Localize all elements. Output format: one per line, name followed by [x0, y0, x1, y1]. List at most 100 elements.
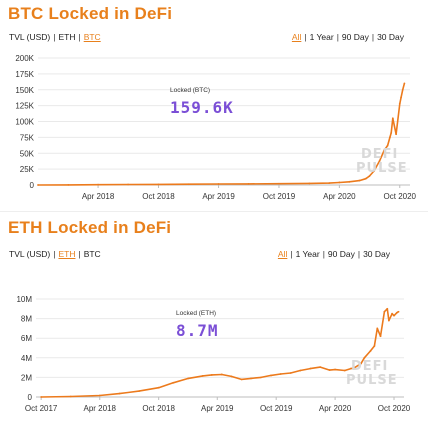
data-point	[69, 395, 72, 398]
range-tabs: All | 1 Year | 90 Day | 30 Day	[277, 249, 390, 259]
data-point	[328, 182, 331, 184]
unit-tabs: TVL (USD) | ETH | BTC	[9, 32, 101, 42]
data-point	[383, 149, 386, 151]
x-tick-label: Oct 2019	[263, 192, 296, 201]
data-point	[187, 377, 190, 380]
data-point	[98, 394, 101, 397]
y-tick-label: 8M	[21, 315, 32, 324]
x-tick-label: Oct 2018	[142, 192, 175, 201]
range-tabs: All | 1 Year | 90 Day | 30 Day	[291, 32, 404, 42]
data-point	[343, 369, 346, 372]
x-tick-label: Apr 2020	[319, 404, 352, 413]
data-point	[403, 82, 406, 85]
chart-title: ETH Locked in DeFi	[8, 218, 172, 237]
locked-readout: Locked (BTC) 159.6K	[170, 87, 234, 117]
data-point	[368, 175, 371, 178]
data-point	[67, 183, 70, 186]
x-tick-label: Oct 2020	[378, 404, 411, 413]
defi-pulse-watermark: DEFI PULSE	[346, 359, 398, 388]
data-point	[278, 182, 280, 185]
y-tick-label: 25K	[20, 165, 35, 174]
y-tick-label: 6M	[21, 334, 32, 343]
tab-tvl-usd[interactable]: TVL (USD)	[9, 249, 51, 259]
data-point	[217, 183, 220, 185]
data-point	[400, 96, 402, 99]
data-point	[138, 390, 140, 393]
data-point	[240, 378, 243, 381]
tab-eth[interactable]: ETH	[58, 249, 76, 259]
tab-range-1-year[interactable]: 1 Year	[295, 249, 320, 259]
data-point	[390, 132, 393, 134]
data-point	[376, 327, 379, 330]
series-line	[41, 308, 399, 398]
data-point	[378, 159, 381, 162]
data-point	[270, 374, 272, 377]
data-point	[386, 144, 389, 147]
y-tick-label: 0	[30, 181, 35, 190]
data-point	[157, 386, 160, 389]
data-point	[210, 374, 213, 376]
data-point	[398, 102, 401, 105]
data-point	[157, 183, 160, 186]
tab-btc[interactable]: BTC	[83, 249, 101, 259]
data-point	[387, 319, 390, 322]
data-point	[393, 314, 395, 317]
data-point	[247, 182, 250, 185]
data-point	[391, 117, 394, 120]
y-tick-label: 2M	[21, 373, 32, 382]
tab-range-30-day[interactable]: 30 Day	[377, 32, 404, 42]
tab-btc[interactable]: BTC	[83, 32, 101, 42]
tab-range-90-day[interactable]: 90 Day	[327, 249, 355, 259]
readout-value: 8.7M	[176, 321, 219, 340]
unit-tabs: TVL (USD) | ETH | BTC	[9, 249, 101, 259]
btc-locked-panel: BTC Locked in DeFi TVL (USD) | ETH | BTC All…	[0, 0, 428, 210]
eth-locked-panel: ETH Locked in DeFi TVL (USD) | ETH | BTC All…	[0, 214, 428, 421]
data-point	[201, 375, 204, 377]
readout-label: Locked (BTC)	[170, 87, 211, 94]
tab-range-90-day[interactable]: 90 Day	[341, 32, 369, 42]
data-point	[359, 362, 362, 365]
x-tick-label: Apr 2018	[82, 192, 115, 201]
data-point	[299, 369, 302, 372]
tab-eth[interactable]: ETH	[58, 32, 76, 42]
data-point	[363, 356, 366, 359]
series-line	[37, 83, 406, 186]
data-point	[349, 367, 352, 370]
btc-line-chart: 0 25K 50K 75K 100K 125K 150K 175K 200K Apr 2018 Oc…	[15, 54, 416, 201]
data-point	[37, 184, 39, 186]
tab-tvl-usd[interactable]: TVL (USD)	[9, 32, 51, 42]
tab-range-all[interactable]: All	[277, 249, 288, 259]
y-tick-label: 150K	[15, 86, 34, 95]
tab-range-1-year[interactable]: 1 Year	[309, 32, 334, 42]
tab-range-all[interactable]: All	[291, 32, 302, 42]
readout-value: 159.6K	[170, 98, 234, 117]
data-point	[334, 368, 337, 371]
data-point	[309, 367, 312, 370]
data-point	[172, 381, 175, 384]
data-point	[386, 307, 389, 310]
data-point	[40, 396, 43, 398]
data-point	[250, 377, 252, 380]
x-tick-label: Apr 2018	[84, 404, 117, 413]
data-point	[260, 376, 262, 379]
chart-title: BTC Locked in DeFi	[8, 4, 173, 23]
defi-pulse-watermark: DEFI PULSE	[356, 147, 408, 176]
locked-readout: Locked (ETH) 8.7M	[176, 310, 219, 340]
x-tick-label: Apr 2019	[202, 192, 235, 201]
data-point	[383, 310, 386, 313]
eth-line-chart: 0 2M 4M 6M 8M 10M Oct 2017 Apr 2018 Oct 2018 Apr …	[16, 295, 411, 413]
data-point	[118, 392, 121, 395]
data-point	[308, 182, 311, 185]
y-tick-label: 4M	[21, 354, 32, 363]
tab-range-30-day[interactable]: 30 Day	[363, 249, 390, 259]
data-point	[289, 372, 292, 374]
data-point	[279, 373, 282, 375]
readout-label: Locked (ETH)	[176, 310, 217, 317]
data-point	[319, 366, 322, 369]
data-point	[338, 181, 341, 184]
data-point	[364, 177, 367, 180]
y-tick-label: 0	[28, 393, 33, 402]
data-point	[97, 183, 99, 186]
y-tick-label: 125K	[15, 102, 34, 111]
x-tick-label: Oct 2018	[142, 404, 175, 413]
